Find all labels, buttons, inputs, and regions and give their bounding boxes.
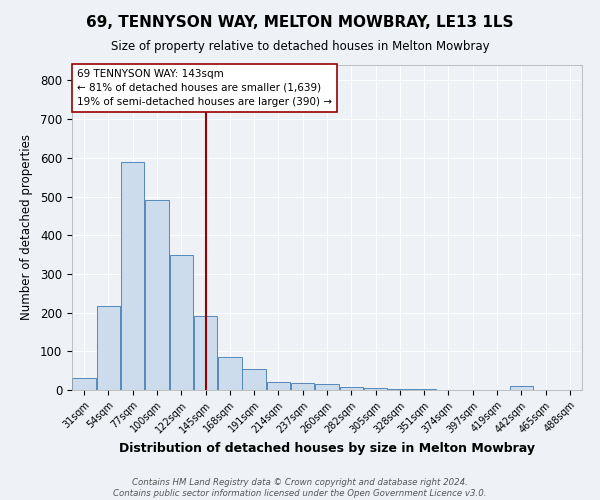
- X-axis label: Distribution of detached houses by size in Melton Mowbray: Distribution of detached houses by size …: [119, 442, 535, 454]
- Bar: [412, 389, 436, 390]
- Bar: [121, 162, 145, 390]
- Bar: [291, 384, 314, 390]
- Bar: [388, 389, 412, 390]
- Text: Contains HM Land Registry data © Crown copyright and database right 2024.
Contai: Contains HM Land Registry data © Crown c…: [113, 478, 487, 498]
- Bar: [194, 316, 217, 390]
- Bar: [73, 378, 96, 390]
- Bar: [218, 357, 242, 390]
- Bar: [315, 384, 339, 390]
- Bar: [145, 200, 169, 390]
- Text: 69 TENNYSON WAY: 143sqm
← 81% of detached houses are smaller (1,639)
19% of semi: 69 TENNYSON WAY: 143sqm ← 81% of detache…: [77, 69, 332, 107]
- Y-axis label: Number of detached properties: Number of detached properties: [20, 134, 33, 320]
- Bar: [340, 387, 363, 390]
- Bar: [364, 388, 388, 390]
- Bar: [170, 254, 193, 390]
- Bar: [509, 386, 533, 390]
- Text: 69, TENNYSON WAY, MELTON MOWBRAY, LE13 1LS: 69, TENNYSON WAY, MELTON MOWBRAY, LE13 1…: [86, 15, 514, 30]
- Bar: [242, 368, 266, 390]
- Bar: [266, 382, 290, 390]
- Text: Size of property relative to detached houses in Melton Mowbray: Size of property relative to detached ho…: [110, 40, 490, 53]
- Bar: [97, 306, 120, 390]
